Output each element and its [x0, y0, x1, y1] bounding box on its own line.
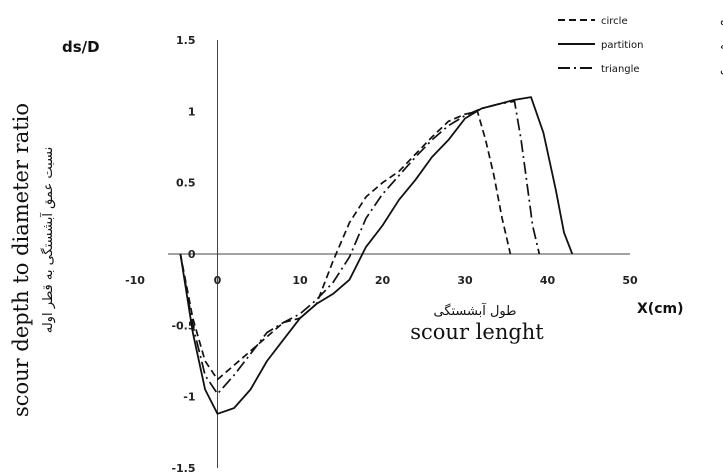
- series-line-triangle: [179, 100, 541, 395]
- x-tick-label: 30: [457, 274, 473, 287]
- legend-label-fa-partition: باله: [720, 38, 723, 52]
- x-tick-label: 40: [540, 274, 556, 287]
- y-corner-label: ds/D: [62, 38, 100, 56]
- series-line-partition: [179, 96, 574, 415]
- x-axis-title-en: scour lenght: [410, 320, 544, 344]
- y-tick-label: -0.5: [171, 319, 195, 332]
- x-tick-label: 50: [622, 274, 638, 287]
- y-axis-title-en: scour depth to diameter ratio: [9, 103, 33, 417]
- y-tick-label: 1: [188, 105, 196, 118]
- series-lines: [179, 96, 574, 415]
- y-tick-label: 0: [188, 248, 196, 261]
- y-axis-title-fa: نسبت عمق آبشستگی به قطر اوله: [39, 147, 56, 334]
- legend: circle دایره partition باله triangle مثلثی: [558, 14, 723, 76]
- x-corner-label: X(cm): [637, 301, 683, 317]
- axes: [168, 40, 630, 468]
- legend-label-partition: partition: [601, 40, 643, 51]
- y-tick-label: 0.5: [176, 177, 196, 190]
- x-tick-label: -10: [125, 274, 145, 287]
- y-tick-label: -1.5: [171, 462, 195, 475]
- x-tick-label: 20: [375, 274, 391, 287]
- x-tick-label: 0: [214, 274, 222, 287]
- legend-label-fa-triangle: مثلثی: [720, 62, 723, 76]
- y-tick-label: -1: [183, 391, 195, 404]
- x-tick-label: 10: [292, 274, 308, 287]
- y-tick-label: 1.5: [176, 34, 196, 47]
- legend-label-triangle: triangle: [601, 64, 640, 75]
- tick-labels: -10 0 10 20 30 40 50 -1.5 -1 -0.5 0 0.5 1 1.5: [125, 34, 638, 475]
- legend-label-fa-circle: دایره: [720, 14, 723, 29]
- legend-label-circle: circle: [601, 16, 628, 27]
- x-axis-title-fa: طول آبشستگی: [433, 302, 516, 319]
